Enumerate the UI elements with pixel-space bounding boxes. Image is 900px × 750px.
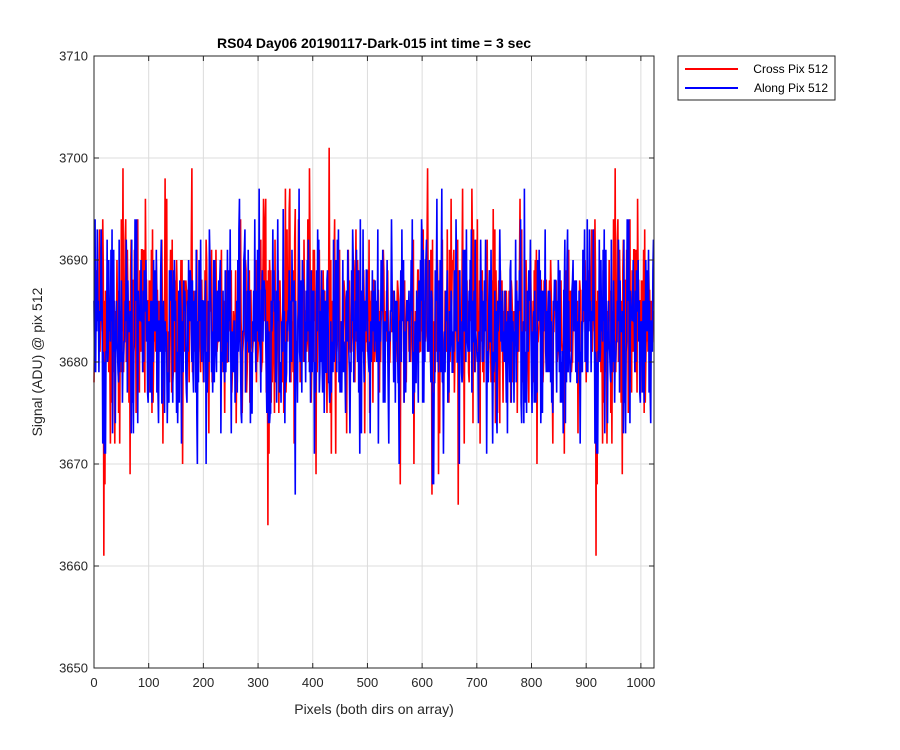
x-tick-label: 500 — [357, 675, 379, 690]
axis-ticks: 0 100 200 300 400 500 600 700 800 900 1000 3650 3660… — [59, 49, 655, 691]
legend-label-along: Along Pix 512 — [754, 81, 828, 95]
x-tick-label: 0 — [90, 675, 97, 690]
x-tick-label: 600 — [411, 675, 433, 690]
y-axis-label: Signal (ADU) @ pix 512 — [29, 287, 45, 436]
legend-label-cross: Cross Pix 512 — [753, 62, 828, 76]
series-layer — [93, 147, 655, 556]
x-tick-label: 300 — [247, 675, 269, 690]
y-tick-label: 3650 — [59, 661, 88, 676]
x-axis-label: Pixels (both dirs on array) — [294, 701, 454, 717]
x-tick-label: 400 — [302, 675, 324, 690]
x-tick-label: 100 — [138, 675, 160, 690]
y-tick-label: 3680 — [59, 355, 88, 370]
y-tick-label: 3690 — [59, 253, 88, 268]
y-tick-label: 3660 — [59, 559, 88, 574]
legend: Cross Pix 512 Along Pix 512 — [677, 55, 836, 101]
x-tick-label: 800 — [521, 675, 543, 690]
x-tick-label: 200 — [193, 675, 215, 690]
y-tick-label: 3700 — [59, 151, 88, 166]
x-tick-label: 700 — [466, 675, 488, 690]
x-tick-label: 900 — [575, 675, 597, 690]
y-tick-label: 3710 — [59, 49, 88, 64]
legend-box — [677, 55, 836, 101]
y-tick-label: 3670 — [59, 457, 88, 472]
x-tick-label: 1000 — [626, 675, 655, 690]
series-line-along-pix-512 — [93, 188, 655, 495]
chart-title: RS04 Day06 20190117-Dark-015 int time = … — [217, 35, 531, 51]
